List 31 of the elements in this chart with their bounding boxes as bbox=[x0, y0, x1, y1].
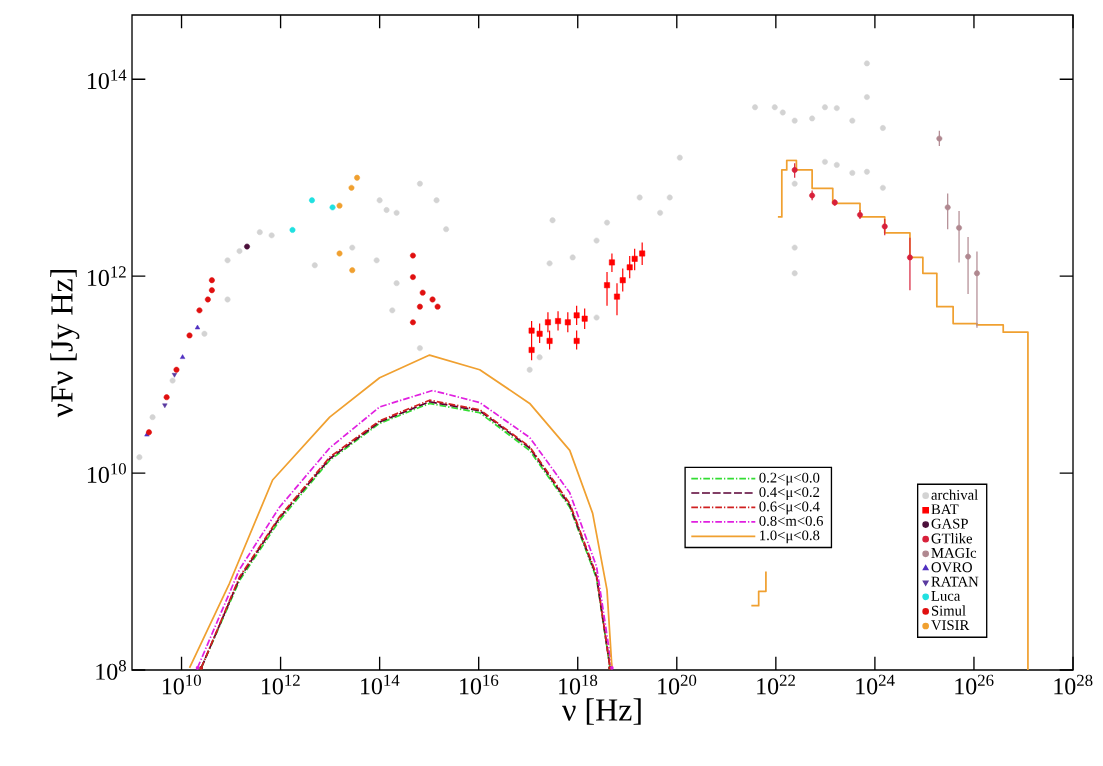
y-axis-title: νFν [Jy Hz] bbox=[50, 269, 80, 418]
legend-label: GASP bbox=[931, 518, 968, 529]
legend-label: 1.0<μ<0.8 bbox=[760, 530, 820, 544]
legend-label: archival bbox=[931, 489, 978, 500]
x-tick-label: 10$^{16}$ bbox=[460, 674, 499, 695]
legend-label: 0.4<μ<0.2 bbox=[759, 487, 820, 501]
legend-label: OVRO bbox=[931, 562, 972, 573]
y-tick-label: 10$^{14}$ bbox=[87, 69, 127, 90]
legend-label: BAT bbox=[931, 504, 959, 515]
legend-label: VISIR bbox=[931, 620, 970, 631]
legend-label: 0.2<μ<0.0 bbox=[759, 472, 820, 486]
legend-label: Luca bbox=[931, 591, 961, 601]
x-tick-label: 10$^{22}$ bbox=[757, 674, 795, 695]
x-tick-label: 10$^{26}$ bbox=[955, 674, 994, 695]
legend-label: 0.8<m<0.6 bbox=[759, 515, 824, 526]
x-tick-label: 10$^{10}$ bbox=[162, 674, 201, 695]
x-axis-title: ν [Hz] bbox=[562, 698, 641, 725]
x-tick-label: 10$^{18}$ bbox=[559, 674, 598, 695]
x-tick-label: 10$^{24}$ bbox=[856, 674, 895, 695]
x-tick-label: 10$^{14}$ bbox=[361, 674, 400, 695]
legend-label: GTlike bbox=[931, 533, 973, 544]
legend-label: Simul bbox=[931, 605, 966, 616]
y-tick-label: 10$^{10}$ bbox=[87, 463, 126, 483]
legend-label: MAGIc bbox=[931, 547, 977, 558]
x-tick-label: 10$^{28}$ bbox=[1054, 674, 1093, 695]
y-tick-label: 10$^{8}$ bbox=[96, 660, 126, 680]
y-tick-label: 10$^{12}$ bbox=[87, 266, 126, 287]
x-tick-label: 10$^{12}$ bbox=[261, 674, 300, 695]
legend-label: RATAN bbox=[931, 576, 979, 587]
x-tick-label: 10$^{20}$ bbox=[658, 674, 697, 695]
legend-label: 0.6<μ<0.4 bbox=[759, 501, 820, 515]
